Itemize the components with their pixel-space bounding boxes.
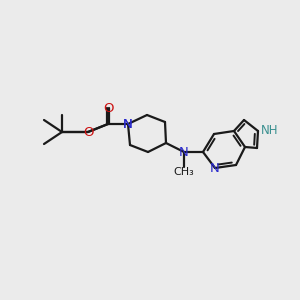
Text: N: N xyxy=(179,146,189,158)
Text: O: O xyxy=(83,125,93,139)
Text: N: N xyxy=(123,118,133,130)
Text: N: N xyxy=(210,161,220,175)
Text: O: O xyxy=(103,101,113,115)
Text: N: N xyxy=(123,118,133,130)
Text: NH: NH xyxy=(261,124,278,136)
Text: CH₃: CH₃ xyxy=(174,167,194,177)
